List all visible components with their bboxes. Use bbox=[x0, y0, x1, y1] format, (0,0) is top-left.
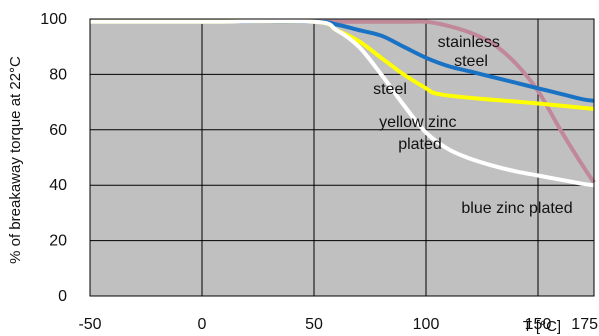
y-tick-label: 100 bbox=[40, 11, 67, 28]
y-tick-label: 80 bbox=[49, 66, 67, 83]
x-axis-label: T [°C] bbox=[523, 318, 561, 335]
series-lines bbox=[89, 19, 596, 188]
series-label-yellow-zinc-plated: yellow zinc plated bbox=[379, 114, 461, 153]
y-axis-label: % of breakaway torque at 22°C bbox=[7, 56, 24, 264]
y-tick-label: 0 bbox=[58, 288, 67, 305]
grid bbox=[90, 19, 594, 296]
x-tick-label: -50 bbox=[78, 316, 101, 333]
x-tick-label: 100 bbox=[413, 316, 440, 333]
x-tick-label: 0 bbox=[198, 316, 207, 333]
y-tick-label: 20 bbox=[49, 233, 67, 250]
series-label-blue-zinc-plated: blue zinc plated bbox=[461, 200, 572, 217]
plot-area bbox=[90, 19, 594, 296]
series-label-stainless-steel: stainless steel bbox=[438, 34, 505, 70]
series-line-blue-zinc-plated bbox=[89, 19, 595, 188]
x-tick-label: 175 bbox=[571, 316, 598, 333]
plot-border bbox=[89, 18, 595, 297]
y-tick-label: 40 bbox=[49, 177, 67, 194]
x-tick-label: 150 bbox=[525, 316, 552, 333]
x-tick-label: 50 bbox=[305, 316, 323, 333]
series-label-steel: steel bbox=[373, 81, 407, 98]
y-tick-labels: 0 20 40 60 80 100 bbox=[40, 11, 67, 305]
y-tick-label: 60 bbox=[49, 122, 67, 139]
x-tick-labels: -50 0 50 100 150 175 bbox=[78, 316, 598, 333]
